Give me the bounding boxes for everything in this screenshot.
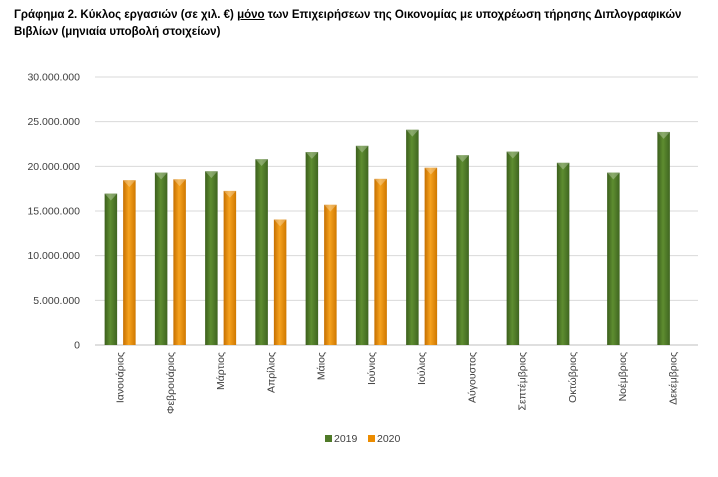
y-tick-label: 5.000.000 <box>33 295 80 307</box>
y-tick-label: 25.000.000 <box>27 116 80 128</box>
bar-cap-2019-3 <box>205 171 218 179</box>
bar-2020-4 <box>273 219 287 345</box>
bar-cap-2020-7 <box>424 167 438 175</box>
bar-2020-3 <box>223 190 237 345</box>
chart-caption: Γράφημα 2. Κύκλος εργασιών (σε χιλ. €) μ… <box>14 7 704 41</box>
bar-cap-2019-6 <box>355 145 369 153</box>
y-tick-label: 15.000.000 <box>27 206 80 218</box>
y-tick-label: 10.000.000 <box>27 250 80 262</box>
x-tick-label: Ιούλιος <box>416 352 428 385</box>
y-tick-label: 20.000.000 <box>27 161 80 173</box>
legend-swatch-2019 <box>325 435 332 442</box>
bars <box>104 129 670 345</box>
caption-part1: . Κύκλος εργασιών (σε χιλ. €) <box>74 9 238 21</box>
legend: 2019 2020 <box>325 433 401 445</box>
bar-cap-2019-4 <box>255 159 268 167</box>
bar-2019-2 <box>154 172 168 345</box>
bar-2019-10 <box>556 162 570 345</box>
y-tick-label: 0 <box>74 340 80 352</box>
bar-2019-6 <box>355 145 369 345</box>
bar-cap-2020-5 <box>324 204 337 212</box>
x-tick-label: Αύγουστος <box>466 352 478 403</box>
x-tick-label: Ιούνιος <box>366 352 378 385</box>
y-tick-label: 30.000.000 <box>27 72 80 84</box>
bar-cap-2019-2 <box>154 172 168 180</box>
caption-prefix: Γράφημα 2 <box>14 9 75 21</box>
bar-2020-5 <box>324 204 337 345</box>
bar-cap-2019-1 <box>104 193 118 201</box>
bar-cap-2019-9 <box>506 151 520 159</box>
x-axis-labels: Ιανουάριος Φεβρουάριος Μάρτιος Απρίλιος Μάιο… <box>115 352 680 414</box>
x-tick-label: Φεβρουάριος <box>165 352 177 414</box>
bar-2019-12 <box>657 131 670 345</box>
legend-label-2020: 2020 <box>377 433 401 445</box>
bar-cap-2020-6 <box>374 178 387 186</box>
bar-2019-5 <box>305 152 319 345</box>
bar-cap-2020-1 <box>123 180 136 188</box>
bar-2020-2 <box>173 179 186 345</box>
bar-2019-11 <box>607 172 620 345</box>
x-tick-label: Μάρτιος <box>215 352 227 390</box>
caption-part2: των Επιχειρήσεων της Οικονομίας με υποχρ… <box>14 9 682 38</box>
bar-2019-1 <box>104 193 118 345</box>
x-tick-label: Νοέμβριος <box>617 352 629 401</box>
x-tick-label: Μάιος <box>316 352 328 380</box>
bar-cap-2019-7 <box>406 129 419 137</box>
bar-cap-2019-11 <box>607 172 620 180</box>
x-tick-label: Σεπτέμβριος <box>517 352 529 411</box>
x-tick-label: Απρίλιος <box>265 352 277 393</box>
x-tick-label: Δεκέμβριος <box>667 352 679 405</box>
bar-2019-4 <box>255 159 268 345</box>
bar-cap-2020-3 <box>223 190 237 198</box>
bar-2019-3 <box>205 171 218 345</box>
gridlines <box>95 76 698 346</box>
bar-2019-8 <box>456 155 469 345</box>
bar-cap-2020-2 <box>173 179 186 187</box>
legend-swatch-2020 <box>368 435 375 442</box>
bar-2020-7 <box>424 167 438 345</box>
bar-2019-9 <box>506 151 520 345</box>
bar-2020-1 <box>123 180 136 345</box>
bar-cap-2019-10 <box>556 162 570 170</box>
bar-cap-2020-4 <box>273 219 287 227</box>
bar-cap-2019-12 <box>657 131 670 139</box>
x-tick-label: Οκτώβριος <box>567 352 579 403</box>
y-axis-ticks: 0 5.000.000 10.000.000 15.000.000 20.000.000… <box>27 72 80 352</box>
caption-underlined: μόνο <box>237 9 265 21</box>
bar-2019-7 <box>406 129 419 345</box>
x-tick-label: Ιανουάριος <box>115 352 127 403</box>
bar-cap-2019-8 <box>456 155 469 163</box>
legend-label-2019: 2019 <box>334 433 358 445</box>
bar-cap-2019-5 <box>305 152 319 159</box>
bar-2020-6 <box>374 178 387 345</box>
